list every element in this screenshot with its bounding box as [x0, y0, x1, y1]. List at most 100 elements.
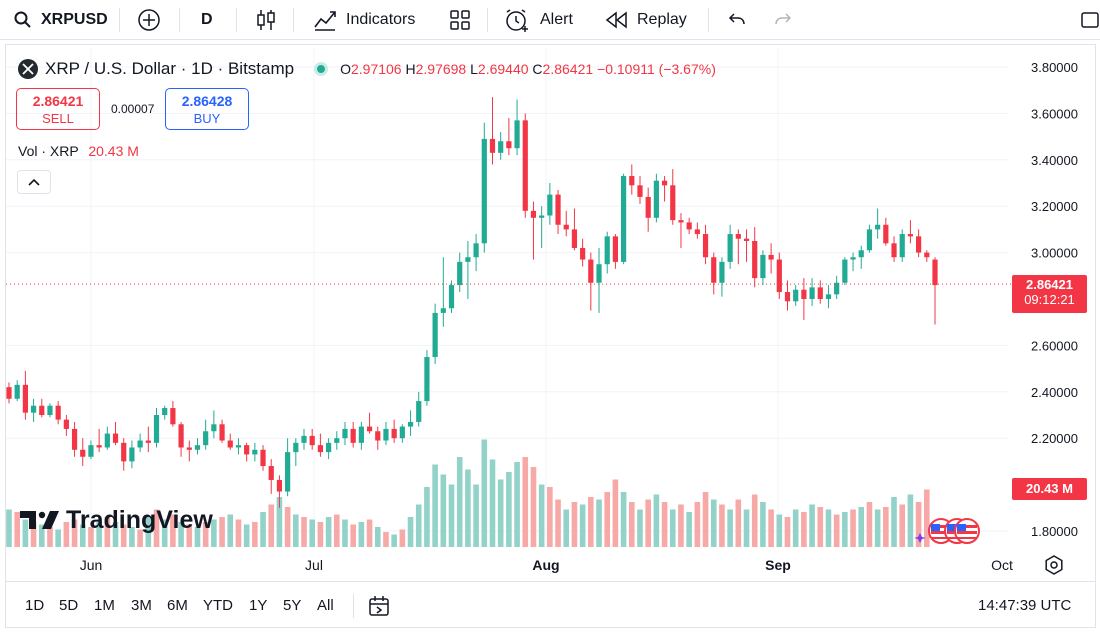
collapse-legend-button[interactable] — [17, 170, 51, 194]
undo-button[interactable] — [726, 0, 748, 40]
candle-body — [604, 236, 610, 265]
candle-body — [203, 431, 209, 446]
toolbar-divider — [353, 594, 354, 618]
volume-label: Vol · XRP — [18, 143, 79, 159]
candle-body — [211, 424, 217, 432]
range-1d[interactable]: 1D — [25, 597, 45, 614]
time-tick-label: Sep — [765, 557, 791, 573]
range-1y[interactable]: 1Y — [249, 597, 268, 614]
alert-button[interactable]: Alert — [504, 0, 573, 40]
candle-body — [473, 243, 479, 258]
price-tick-label: 2.60000 — [1031, 338, 1078, 353]
candle-body — [547, 194, 553, 216]
candle-body — [383, 428, 389, 441]
volume-bar — [252, 522, 258, 547]
volume-bar — [38, 524, 45, 547]
volume-bar — [760, 502, 766, 547]
go-to-date-icon[interactable] — [367, 594, 391, 618]
range-6m[interactable]: 6M — [167, 597, 188, 614]
symbol-title[interactable]: XRP / U.S. Dollar · 1D · Bitstamp — [45, 59, 295, 78]
candle-body — [850, 257, 856, 260]
volume-bar — [342, 519, 348, 547]
search-icon — [14, 11, 31, 28]
candle-body — [227, 440, 233, 448]
candle-body — [235, 445, 242, 448]
volume-bar — [415, 504, 422, 547]
chart-type-button[interactable] — [255, 0, 277, 40]
volume-bar — [891, 497, 897, 547]
candle-body — [891, 243, 897, 258]
candle-body — [121, 442, 127, 462]
replay-button[interactable]: Replay — [605, 0, 687, 40]
candle-body — [342, 428, 348, 439]
candle-body — [325, 442, 332, 453]
volume-bar — [350, 524, 356, 547]
range-all[interactable]: All — [317, 597, 334, 614]
volume-bar — [792, 509, 799, 547]
candle-body — [645, 196, 651, 218]
layouts-button[interactable] — [449, 0, 471, 40]
compare-symbol-button[interactable] — [137, 0, 161, 40]
volume-tag: 20.43 M — [1012, 478, 1087, 500]
range-5d[interactable]: 5D — [59, 597, 79, 614]
price-axis[interactable]: 3.80000 3.60000 3.40000 3.20000 3.00000 2.600… — [1031, 60, 1078, 539]
candle-body — [588, 259, 594, 283]
volume-bar — [96, 519, 102, 547]
candle-body — [334, 438, 340, 443]
candle-body — [678, 220, 684, 223]
price-tick-label: 3.40000 — [1031, 153, 1078, 168]
volume-bar — [358, 522, 365, 547]
volume-bar — [825, 509, 832, 547]
fullscreen-button[interactable] — [1080, 0, 1100, 40]
candle-body — [760, 254, 766, 279]
volume-bar — [555, 499, 561, 547]
symbol-search-button[interactable]: XRPUSD — [14, 0, 108, 40]
low-value: 2.69440 — [477, 61, 529, 77]
volume-bar — [145, 517, 152, 547]
candle-body — [866, 229, 873, 251]
candle-body — [768, 254, 774, 260]
spread-value: 0.00007 — [111, 102, 155, 116]
market-open-icon — [314, 62, 329, 76]
redo-button[interactable] — [772, 0, 794, 40]
volume-legend[interactable]: Vol · XRP 20.43 M — [18, 143, 139, 159]
candle-body — [514, 120, 520, 149]
range-5y[interactable]: 5Y — [283, 597, 302, 614]
sell-button[interactable]: 2.86421 SELL — [16, 88, 100, 130]
candle-body — [30, 405, 37, 413]
volume-bar — [497, 479, 504, 547]
range-3m[interactable]: 3M — [131, 597, 152, 614]
volume-bar — [55, 529, 61, 547]
candle-body — [612, 236, 619, 262]
candle-body — [358, 426, 364, 443]
volume-bar — [563, 509, 570, 547]
candle-body — [194, 445, 201, 450]
indicators-button[interactable]: Indicators — [313, 0, 415, 40]
time-axis[interactable]: Jun Jul Aug Sep Oct — [80, 557, 1013, 573]
time-tick-label: Aug — [532, 557, 559, 573]
volume-bar — [645, 499, 651, 547]
range-1m[interactable]: 1M — [94, 597, 115, 614]
interval-button[interactable]: D — [201, 11, 213, 28]
volume-bar — [514, 462, 520, 547]
gear-icon[interactable] — [1044, 555, 1064, 575]
candle-body — [735, 234, 741, 239]
candle-body — [448, 285, 455, 309]
range-ytd[interactable]: YTD — [203, 597, 233, 614]
utc-clock[interactable]: 14:47:39 UTC — [978, 597, 1072, 614]
volume-bar — [506, 472, 512, 547]
candle-body — [416, 401, 422, 422]
candle-body — [743, 238, 750, 241]
bar-countdown: 09:12:21 — [1024, 292, 1075, 307]
volume-bar — [129, 527, 135, 547]
volume-bar — [924, 489, 930, 547]
tradingview-logo: TradingView — [20, 505, 213, 535]
economic-events-icon[interactable] — [912, 516, 982, 546]
candle-body — [883, 224, 889, 244]
volume-bar — [268, 504, 275, 547]
volume-bar — [784, 517, 791, 547]
volume-bar — [202, 522, 209, 547]
volume-bar — [293, 514, 299, 547]
buy-button[interactable]: 2.86428 BUY — [165, 88, 249, 130]
